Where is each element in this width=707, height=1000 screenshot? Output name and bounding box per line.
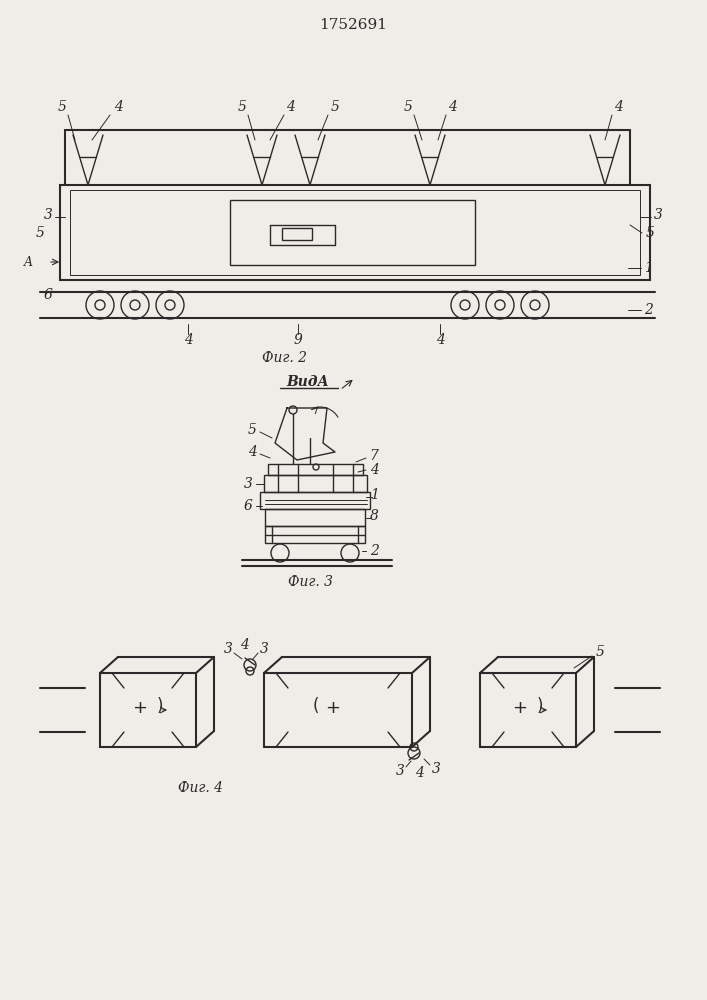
Text: 4: 4 (184, 333, 192, 347)
Text: 2: 2 (643, 303, 653, 317)
Text: ): ) (157, 697, 163, 715)
Text: 4: 4 (448, 100, 457, 114)
Text: 6: 6 (44, 288, 52, 302)
Text: 4: 4 (414, 766, 423, 780)
Text: 5: 5 (404, 100, 412, 114)
Text: 5: 5 (35, 226, 45, 240)
Text: 6: 6 (244, 499, 252, 513)
Text: 1: 1 (370, 488, 378, 502)
Bar (260, 492, 370, 509)
Text: A: A (23, 255, 33, 268)
Text: 3: 3 (395, 764, 404, 778)
Text: 3: 3 (259, 642, 269, 656)
Text: 3: 3 (653, 208, 662, 222)
Text: 5: 5 (595, 645, 604, 659)
Text: 3: 3 (244, 477, 252, 491)
Text: 4: 4 (614, 100, 622, 114)
Text: 5: 5 (645, 226, 655, 240)
Text: ): ) (537, 697, 543, 715)
Text: 7: 7 (370, 449, 378, 463)
Text: Фиг. 4: Фиг. 4 (177, 781, 223, 795)
Text: 5: 5 (57, 100, 66, 114)
Text: +: + (513, 699, 527, 717)
Text: 3: 3 (431, 762, 440, 776)
Bar (60, 185, 650, 280)
Text: ВидА: ВидА (286, 375, 329, 389)
Bar (230, 200, 475, 265)
Text: 1: 1 (643, 261, 653, 275)
Bar (265, 526, 365, 543)
Text: 4: 4 (436, 333, 445, 347)
Text: 3: 3 (44, 208, 52, 222)
Text: 4: 4 (370, 463, 378, 477)
Text: +: + (325, 699, 341, 717)
Bar (282, 228, 312, 240)
Text: (: ( (312, 697, 319, 715)
Text: 4: 4 (240, 638, 248, 652)
Text: 4: 4 (247, 445, 257, 459)
Text: 5: 5 (247, 423, 257, 437)
Text: 9: 9 (293, 333, 303, 347)
Bar (268, 464, 363, 475)
Text: 1752691: 1752691 (319, 18, 387, 32)
Text: 3: 3 (223, 642, 233, 656)
Text: +: + (132, 699, 148, 717)
Text: Фиг. 2: Фиг. 2 (262, 351, 308, 365)
Text: 5: 5 (331, 100, 339, 114)
Bar (70, 190, 640, 275)
Bar (265, 509, 365, 526)
Text: Фиг. 3: Фиг. 3 (288, 575, 332, 589)
Text: 4: 4 (114, 100, 122, 114)
Text: 5: 5 (238, 100, 247, 114)
Bar (264, 475, 367, 492)
Text: 2: 2 (370, 544, 378, 558)
Text: 4: 4 (286, 100, 294, 114)
Text: 8: 8 (370, 509, 378, 523)
